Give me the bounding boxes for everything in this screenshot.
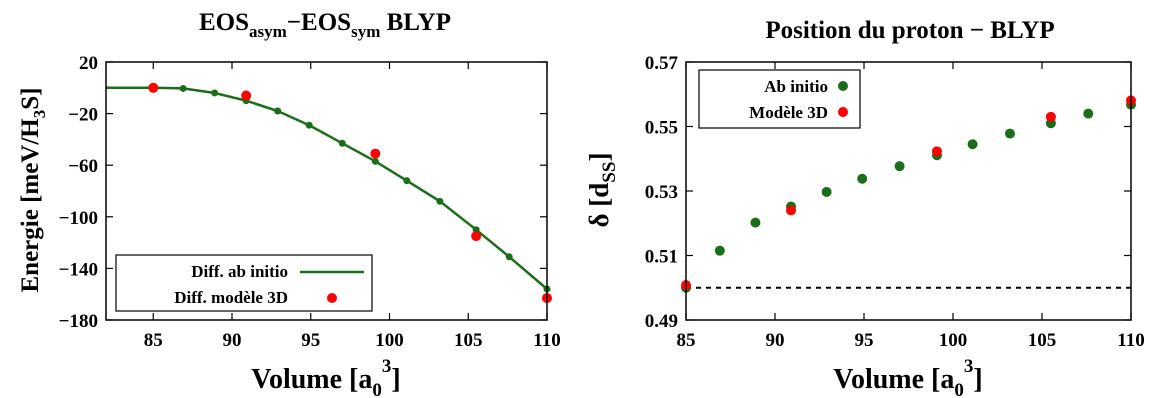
data-point-ab-initio <box>472 226 480 234</box>
y-tick-label: 0.57 <box>645 53 679 74</box>
data-point-ab-initio <box>750 217 761 228</box>
data-point-ab-initio <box>857 173 868 184</box>
chart-title: EOSasym−EOSsym BLYP <box>199 9 451 41</box>
data-point-model-3d <box>471 231 482 242</box>
data-point-ab-initio <box>436 197 444 205</box>
data-point-model-3d <box>1045 111 1056 122</box>
legend-label-ab-initio: Diff. ab initio <box>191 262 288 281</box>
y-tick-label: −140 <box>59 259 98 280</box>
x-tick-label: 95 <box>301 330 320 351</box>
x-tick-label: 100 <box>375 330 404 351</box>
data-point-ab-initio <box>274 107 282 115</box>
x-axis-label: Volume [a03] <box>251 356 400 398</box>
legend-marker-model-3d <box>327 293 337 303</box>
legend-marker-model-3d <box>838 107 848 117</box>
data-point-ab-initio <box>305 121 313 129</box>
x-tick-label: 110 <box>533 330 560 351</box>
data-point-ab-initio <box>821 186 832 197</box>
plot-series <box>106 82 552 304</box>
data-point-ab-initio <box>371 157 379 165</box>
data-point-ab-initio <box>179 84 187 92</box>
data-point-model-3d <box>931 146 942 157</box>
x-tick-label: 105 <box>454 330 483 351</box>
legend-marker-ab-initio <box>838 81 848 91</box>
data-point-ab-initio <box>894 161 905 172</box>
x-tick-label: 100 <box>939 330 968 351</box>
y-axis-label: Energie [meV/H3S] <box>17 88 49 293</box>
data-point-ab-initio <box>338 139 346 147</box>
plot-frame <box>105 61 548 321</box>
data-point-model-3d <box>786 205 797 216</box>
y-axis-label: δ [dSS] <box>584 153 620 228</box>
data-point-model-3d <box>148 82 159 93</box>
data-point-ab-initio <box>403 177 411 185</box>
legend: Diff. ab initio Diff. modèle 3D <box>115 254 373 312</box>
data-point-model-3d <box>241 90 252 101</box>
y-tick-label: −100 <box>59 208 98 229</box>
data-point-ab-initio <box>714 245 725 256</box>
data-point-ab-initio <box>1083 108 1094 119</box>
x-tick-label: 110 <box>1117 330 1144 351</box>
x-tick-label: 90 <box>766 330 785 351</box>
chart-proton-position: Position du proton − BLYP 85 90 95 100 105 11… <box>584 17 1145 398</box>
chart-title: Position du proton − BLYP <box>765 17 1054 44</box>
data-point-ab-initio <box>211 89 219 97</box>
x-tick-label: 85 <box>144 330 163 351</box>
y-tick-label: −180 <box>59 311 98 332</box>
x-tick-label: 105 <box>1028 330 1057 351</box>
y-tick-label: 0.55 <box>645 118 678 139</box>
x-tick-label: 85 <box>677 330 696 351</box>
y-tick-label: 0.51 <box>645 247 678 268</box>
legend: Ab initio Modèle 3D <box>698 69 861 129</box>
data-point-ab-initio <box>967 139 978 150</box>
data-point-model-3d <box>370 148 381 159</box>
y-tick-label: −20 <box>68 105 98 126</box>
y-tick-label: −60 <box>68 156 98 177</box>
x-tick-label: 95 <box>855 330 874 351</box>
legend-label-model-3d: Diff. modèle 3D <box>174 288 288 307</box>
legend-label-model-3d: Modèle 3D <box>749 103 828 122</box>
legend-label-ab-initio: Ab initio <box>764 77 828 96</box>
series-line-ab-initio <box>106 86 548 290</box>
x-tick-label: 90 <box>223 330 242 351</box>
data-point-ab-initio <box>1004 128 1015 139</box>
chart-eos-difference: EOSasym−EOSsym BLYP 85 90 95 100 105 110 20 −20… <box>17 9 561 398</box>
data-point-ab-initio <box>505 253 513 261</box>
x-axis-label: Volume [a03] <box>833 356 982 398</box>
plot-frame <box>685 61 1132 321</box>
y-tick-label: 0.49 <box>645 311 678 332</box>
y-tick-label: 0.53 <box>645 182 678 203</box>
legend-box <box>698 69 861 129</box>
y-tick-label: 20 <box>79 53 98 74</box>
